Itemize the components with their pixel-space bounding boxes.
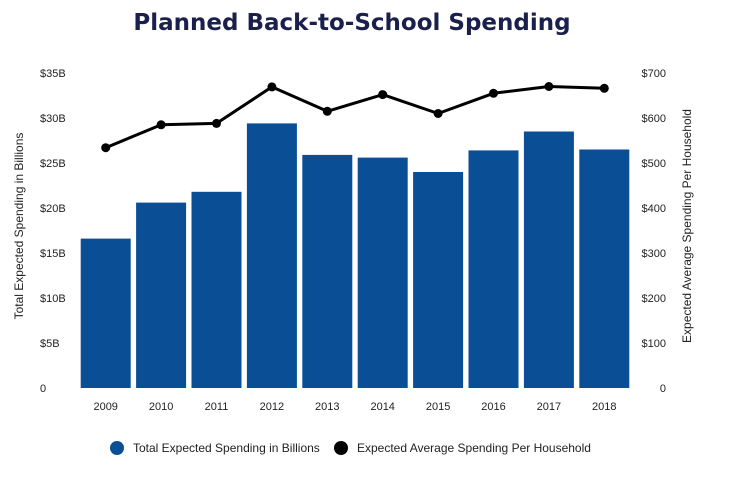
point-2017 xyxy=(544,82,554,91)
right-tick-label: 0 xyxy=(660,383,666,395)
point-2010 xyxy=(156,120,166,130)
right-axis-title: Expected Average Spending Per Household xyxy=(680,109,694,343)
legend-bar-marker xyxy=(110,441,124,455)
left-tick-label: 0 xyxy=(40,383,46,395)
bar-2010 xyxy=(136,202,187,388)
bar-2012 xyxy=(246,123,297,389)
right-tick-label: $500 xyxy=(642,158,666,170)
line-series xyxy=(101,82,609,153)
point-2016 xyxy=(489,88,498,98)
x-tick-label: 2009 xyxy=(93,401,117,413)
left-tick-label: $15B xyxy=(40,248,66,260)
left-tick-label: $30B xyxy=(40,113,66,125)
point-2018 xyxy=(599,83,609,93)
point-2014 xyxy=(378,90,388,100)
legend-line-label: Expected Average Spending Per Household xyxy=(357,441,591,455)
left-axis-ticks: 0 $5B $10B $15B $20B $25B $30B $35B xyxy=(40,68,66,395)
x-tick-label: 2017 xyxy=(537,401,561,413)
x-tick-label: 2015 xyxy=(426,401,450,413)
right-tick-label: $400 xyxy=(642,203,666,215)
right-tick-label: $300 xyxy=(642,248,666,260)
right-axis-ticks: 0 $100 $200 $300 $400 $500 $600 $700 xyxy=(642,68,666,395)
bar-2014 xyxy=(357,157,408,388)
legend-bar-label: Total Expected Spending in Billions xyxy=(133,441,320,455)
bar-2015 xyxy=(413,172,464,388)
point-2015 xyxy=(433,109,443,118)
x-tick-label: 2011 xyxy=(205,401,229,413)
right-tick-label: $100 xyxy=(642,338,666,350)
left-tick-label: $25B xyxy=(40,158,66,170)
left-tick-label: $35B xyxy=(40,68,66,80)
bar-2013 xyxy=(302,154,353,388)
point-2012 xyxy=(267,82,277,92)
chart-title: Planned Back-to-School Spending xyxy=(133,10,570,36)
left-tick-label: $5B xyxy=(40,338,60,350)
x-axis-ticks: 2009 2010 2011 2012 2013 2014 2015 2016 2017 2018 xyxy=(93,401,616,413)
left-tick-label: $10B xyxy=(40,293,66,305)
right-tick-label: $200 xyxy=(642,293,666,305)
right-tick-label: $600 xyxy=(642,113,666,125)
left-tick-label: $20B xyxy=(40,203,66,215)
bar-series xyxy=(80,123,630,389)
point-2011 xyxy=(212,118,221,128)
household-spending-line xyxy=(105,85,605,150)
legend-line-marker xyxy=(334,441,348,455)
x-tick-label: 2013 xyxy=(315,401,339,413)
right-tick-label: $700 xyxy=(642,68,666,80)
bar-2016 xyxy=(468,150,519,388)
point-2013 xyxy=(322,106,332,116)
x-tick-label: 2016 xyxy=(481,401,505,413)
x-tick-label: 2014 xyxy=(370,401,394,413)
bar-2018 xyxy=(579,149,630,388)
x-tick-label: 2018 xyxy=(592,401,616,413)
left-axis-title: Total Expected Spending in Billions xyxy=(12,133,26,320)
bar-2011 xyxy=(191,191,242,388)
x-tick-label: 2010 xyxy=(149,401,173,413)
legend: Total Expected Spending in Billions Expe… xyxy=(110,441,591,455)
point-2009 xyxy=(101,143,111,153)
x-tick-label: 2012 xyxy=(260,401,284,413)
bar-2017 xyxy=(523,131,574,388)
bar-2009 xyxy=(80,238,131,388)
